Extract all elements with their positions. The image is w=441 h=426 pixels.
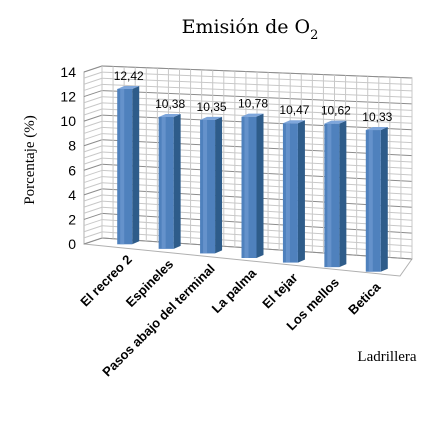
bar-side [256, 113, 264, 259]
y-axis-ticks: 0 2 4 6 8 10 12 14 [60, 64, 76, 252]
data-label: 10,33 [362, 110, 392, 124]
bar [200, 116, 223, 254]
gridline-side [83, 225, 103, 233]
data-label: 10,62 [321, 104, 351, 118]
chart-title-subscript: 2 [310, 28, 318, 43]
gridline-side [83, 151, 103, 159]
bar-side [380, 127, 388, 272]
bar-top [200, 116, 223, 120]
bar-front [158, 116, 174, 249]
bar-side [173, 113, 181, 249]
bar-front [365, 130, 381, 272]
x-tick-label: El tejar [259, 270, 300, 311]
gridline-side [83, 126, 103, 134]
bar [324, 120, 347, 268]
y-tick-label: 6 [68, 162, 76, 178]
y-tick-label: 2 [68, 211, 76, 227]
gridline-side [83, 176, 103, 184]
chart-title: Emisión de O2 [182, 16, 319, 43]
gridline-side [83, 108, 103, 116]
data-label: 10,38 [155, 97, 185, 111]
gridline-side [83, 163, 103, 171]
y-tick-label: 14 [60, 64, 76, 80]
gridline-side [83, 114, 103, 122]
gridline-side [83, 169, 103, 177]
y-tick-label: 10 [60, 113, 76, 129]
bar-side [297, 120, 305, 263]
bar-top [365, 127, 388, 131]
bar [365, 127, 388, 272]
bar-top [324, 120, 347, 124]
gridline-side [83, 157, 103, 165]
y-axis-label: Porcentaje (%) [22, 115, 38, 205]
bar-side [132, 85, 140, 245]
gridline-side [83, 188, 103, 196]
bar-front [200, 119, 216, 254]
y-tick-label: 12 [60, 89, 76, 105]
bar-highlight [244, 116, 249, 259]
bar-front [324, 123, 340, 268]
bar-highlight [327, 123, 332, 268]
data-label: 10,47 [279, 103, 309, 117]
bar-top [241, 113, 264, 117]
y-tick-label: 8 [68, 138, 76, 154]
bar-side [339, 120, 347, 268]
gridline-side [83, 219, 103, 227]
data-label: 10,78 [238, 97, 268, 111]
gridline-side [83, 182, 103, 190]
data-label: 12,42 [114, 69, 144, 83]
data-label: 10,35 [197, 100, 227, 114]
gridline-side [83, 231, 103, 239]
bar-highlight [368, 130, 373, 272]
bar [241, 113, 264, 259]
bar-highlight [285, 123, 290, 263]
x-axis-label: Ladrillera [357, 349, 416, 365]
gridline-side [83, 71, 103, 79]
bar-side [215, 116, 223, 254]
gridline-side [83, 133, 103, 141]
gridline-side [83, 212, 103, 220]
bar [282, 120, 305, 263]
data-labels: 12,42 10,38 10,35 10,78 10,47 10,62 10,33 [114, 69, 393, 124]
bars [117, 85, 388, 272]
gridline-side [83, 194, 103, 202]
bar-front [117, 88, 133, 245]
gridline-side [83, 77, 103, 85]
gridline-side [83, 206, 103, 214]
gridline-side [83, 139, 103, 147]
gridline-side [83, 90, 103, 98]
y-tick-label: 4 [68, 187, 76, 203]
gridline-side [83, 200, 103, 208]
bar [117, 85, 140, 245]
bar-top [117, 85, 140, 89]
y-tick-label: 0 [68, 236, 76, 252]
gridline-side [83, 237, 103, 245]
bar-highlight [203, 119, 208, 254]
gridline-side [83, 96, 103, 104]
gridline-side [83, 145, 103, 153]
gridline-side [83, 120, 103, 128]
bar-front [282, 123, 298, 263]
gridline-side [83, 65, 103, 73]
bar-front [241, 116, 257, 259]
x-tick-label: Betica [345, 279, 384, 318]
bar-top [158, 113, 181, 117]
bar-top [282, 120, 305, 124]
bar-highlight [161, 116, 166, 249]
bar [158, 113, 181, 249]
gridline-side [83, 102, 103, 110]
gridline-side [83, 83, 103, 91]
chart-title-main: Emisión de O [182, 16, 311, 38]
bar-highlight [120, 88, 125, 245]
